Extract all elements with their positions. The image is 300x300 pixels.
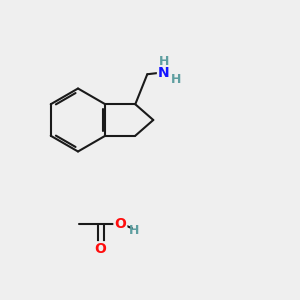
Text: N: N	[158, 66, 169, 80]
Text: H: H	[159, 55, 170, 68]
Text: H: H	[129, 224, 139, 237]
Text: H: H	[171, 73, 181, 86]
Text: O: O	[114, 217, 126, 230]
Text: O: O	[94, 242, 106, 256]
